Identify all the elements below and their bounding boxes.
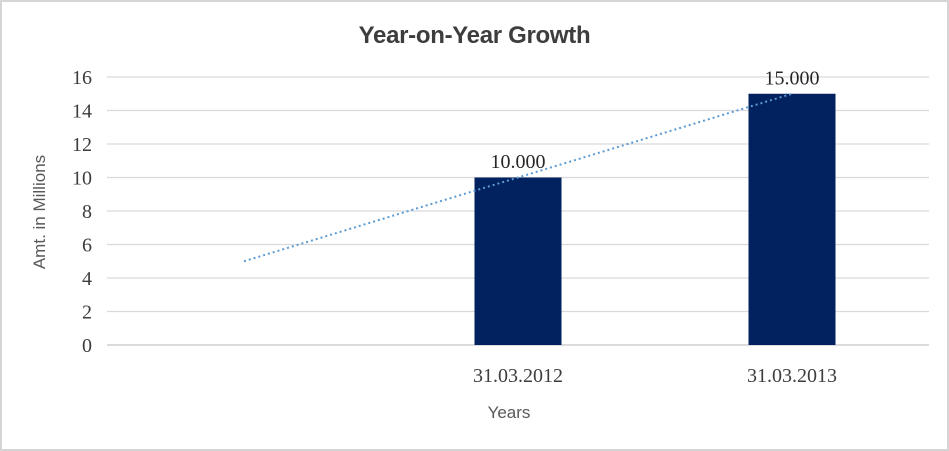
y-tick-label: 2 [82, 302, 92, 324]
x-tick-label: 31.03.2012 [473, 365, 563, 387]
y-tick-label: 12 [72, 134, 92, 156]
y-tick-label: 16 [72, 67, 92, 89]
y-tick-label: 8 [82, 201, 92, 223]
y-tick-label: 0 [82, 335, 92, 357]
x-tick-label: 31.03.2013 [747, 365, 837, 387]
bar-data-label: 10.000 [491, 151, 546, 173]
y-tick-label: 14 [72, 101, 92, 123]
x-axis-title: Years [487, 403, 531, 422]
y-tick-label: 10 [72, 168, 92, 190]
y-tick-label: 4 [82, 268, 92, 290]
chart-title: Year-on-Year Growth [358, 22, 591, 49]
y-tick-label: 6 [82, 235, 92, 257]
bar-31.03.2013[interactable] [748, 93, 836, 345]
bar-31.03.2012[interactable] [474, 177, 562, 346]
bar-data-label: 15.000 [765, 67, 820, 89]
trendline[interactable] [243, 92, 793, 263]
